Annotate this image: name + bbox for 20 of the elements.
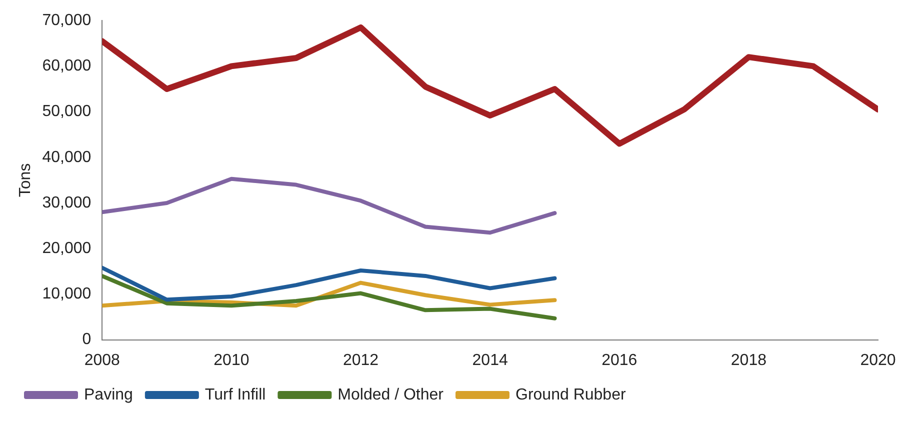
y-tick-label: 60,000	[42, 58, 92, 75]
legend-label: Ground Rubber	[516, 386, 626, 404]
y-tick-label: 30,000	[42, 194, 92, 212]
y-tick-label: 10,000	[42, 286, 92, 303]
x-tick-label: 2016	[602, 352, 638, 369]
x-tick-label: 2014	[472, 352, 508, 369]
legend-label: Turf Infill	[204, 386, 266, 404]
x-tick-label: 2020	[860, 352, 896, 369]
x-tick-label: 2018	[730, 352, 767, 369]
x-tick-label: 2010	[214, 352, 250, 369]
y-tick-label: 50,000	[42, 103, 92, 120]
y-axis-title: Tons	[17, 163, 34, 198]
x-tick-label: 2012	[342, 352, 379, 369]
legend-label: Paving	[84, 386, 133, 404]
y-tick-label: 0	[82, 331, 92, 348]
y-tick-label: 20,000	[42, 240, 92, 258]
y-tick-label: 70,000	[42, 12, 92, 30]
y-tick-label: 40,000	[42, 148, 92, 166]
x-tick-label: 2008	[84, 352, 120, 369]
legend-label: Molded / Other	[338, 386, 444, 404]
